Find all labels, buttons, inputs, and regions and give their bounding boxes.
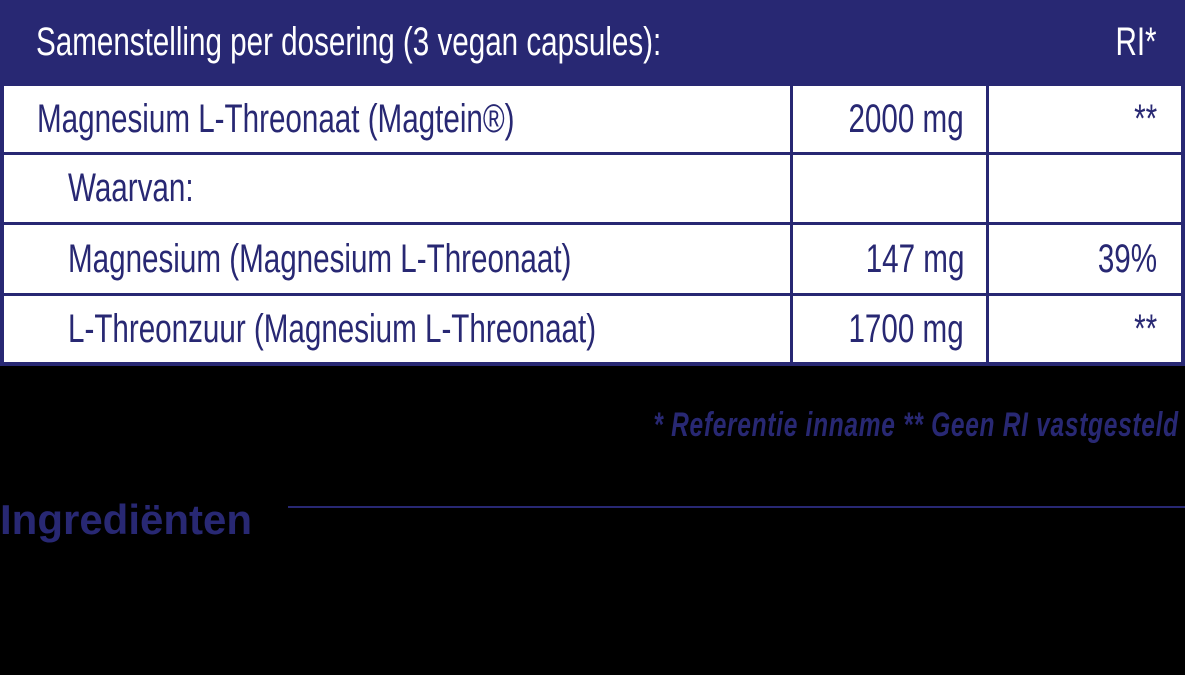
amount-value: 2000 mg xyxy=(848,96,964,141)
amount-cell: 1700 mg xyxy=(793,296,989,362)
amount-cell xyxy=(793,155,989,222)
composition-header: Samenstelling per dosering (3 vegan caps… xyxy=(0,0,1185,86)
table-row: L-Threonzuur (Magnesium L-Threonaat) 170… xyxy=(4,296,1181,362)
ingredient-name: Magnesium L-Threonaat (Magtein®) xyxy=(37,96,515,141)
ingredient-name-cell: Magnesium (Magnesium L-Threonaat) xyxy=(4,225,793,293)
ri-cell: ** xyxy=(989,296,1181,362)
table-row: Magnesium (Magnesium L-Threonaat) 147 mg… xyxy=(4,225,1181,296)
ingredient-name: Waarvan: xyxy=(68,166,194,210)
ingredient-name-cell: Waarvan: xyxy=(4,155,793,222)
table-row: Waarvan: xyxy=(4,155,1181,225)
ingredient-name-cell: L-Threonzuur (Magnesium L-Threonaat) xyxy=(4,296,793,362)
ri-footnote: * Referentie inname ** Geen RI vastgeste… xyxy=(653,406,1179,444)
table-row: Magnesium L-Threonaat (Magtein®) 2000 mg… xyxy=(4,86,1181,155)
section-divider xyxy=(288,506,1185,508)
ingredient-name-cell: Magnesium L-Threonaat (Magtein®) xyxy=(4,86,793,152)
ri-cell: ** xyxy=(989,86,1181,152)
ri-cell xyxy=(989,155,1181,222)
ingredient-name: L-Threonzuur (Magnesium L-Threonaat) xyxy=(68,306,597,351)
amount-cell: 2000 mg xyxy=(793,86,989,152)
ri-value: 39% xyxy=(1097,236,1157,281)
ri-value: ** xyxy=(1133,306,1157,351)
composition-table: Magnesium L-Threonaat (Magtein®) 2000 mg… xyxy=(0,86,1185,366)
ri-cell: 39% xyxy=(989,225,1181,293)
ingredients-heading: Ingrediënten xyxy=(0,496,253,543)
amount-value: 1700 mg xyxy=(848,306,964,351)
composition-title: Samenstelling per dosering (3 vegan caps… xyxy=(36,20,662,64)
amount-cell: 147 mg xyxy=(793,225,989,293)
ri-value: ** xyxy=(1133,96,1157,141)
amount-value: 147 mg xyxy=(865,236,964,281)
ingredient-name: Magnesium (Magnesium L-Threonaat) xyxy=(68,236,572,281)
ri-column-header: RI* xyxy=(1115,20,1157,64)
